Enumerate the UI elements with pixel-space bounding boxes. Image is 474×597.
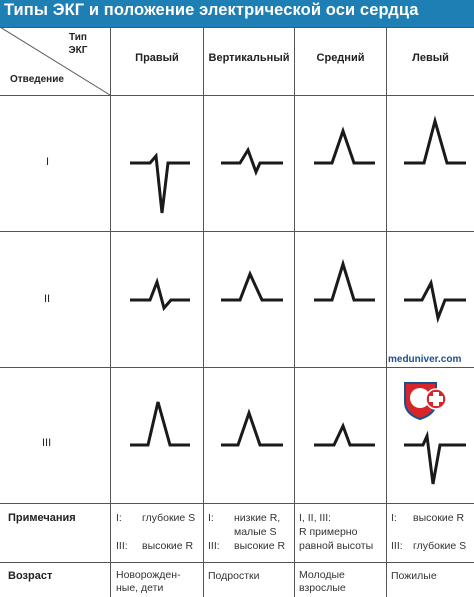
watermark-text: meduniver.com <box>388 354 462 365</box>
note-key: III: <box>116 540 128 552</box>
column-header-right: Правый <box>135 52 179 64</box>
lead-label-III: III <box>42 437 52 449</box>
lead-label-II: II <box>44 293 51 305</box>
note-key: I: <box>116 512 122 524</box>
page-title: Типы ЭКГ и положение электрической оси с… <box>4 1 419 19</box>
ecg-trace <box>404 278 466 324</box>
ecg-trace <box>130 152 190 214</box>
note-value: высокие R <box>142 540 194 552</box>
ecg-trace <box>404 115 466 165</box>
title-bar: Типы ЭКГ и положение электрической оси с… <box>0 0 474 27</box>
ecg-trace <box>221 146 283 177</box>
ecg-trace <box>221 408 283 447</box>
corner-type-line2: ЭКГ <box>68 45 88 56</box>
note-key: III: <box>208 540 220 552</box>
note-left: I: высокие R III: глубокие S <box>391 511 466 553</box>
lead-label-I: I <box>46 156 50 168</box>
corner-type-label: Тип ЭКГ <box>60 31 96 57</box>
ecg-trace <box>221 270 283 302</box>
age-row-label: Возраст <box>8 570 53 582</box>
age-right: Новорожден- ные, дети <box>116 569 181 594</box>
note-right: I: глубокие S III: высокие R <box>116 511 195 553</box>
note-middle: I, II, III: R примерно равной высоты <box>299 511 373 553</box>
corner-lead-label: Отведение <box>10 74 64 85</box>
note-value: высокие R <box>413 512 465 524</box>
ecg-trace <box>130 277 190 312</box>
ecg-trace <box>314 422 375 447</box>
age-left: Пожилые <box>391 570 437 582</box>
column-header-left: Левый <box>412 52 449 64</box>
note-value: глубокие S <box>142 512 196 524</box>
column-header-vertical: Вертикальный <box>208 52 290 64</box>
note-key: I: <box>208 512 214 524</box>
note-value: низкие R, <box>234 512 281 524</box>
ecg-trace <box>314 126 375 165</box>
ecg-trace <box>404 430 466 485</box>
meduniver-logo-icon <box>404 382 447 421</box>
ecg-trace <box>130 401 190 447</box>
note-value: глубокие S <box>413 540 467 552</box>
note-value: равной высоты <box>299 540 374 552</box>
notes-row-label: Примечания <box>8 512 76 524</box>
note-key: III: <box>391 540 403 552</box>
age-vertical: Подростки <box>208 570 260 582</box>
note-value: малые S <box>234 526 277 538</box>
column-header-middle: Средний <box>316 52 365 64</box>
note-value: высокие R <box>234 540 286 552</box>
note-key: I: <box>391 512 397 524</box>
ecg-trace <box>314 258 375 302</box>
age-middle: Молодые взрослые <box>299 569 346 594</box>
note-vertical: I: низкие R, малые S III: высокие R <box>208 511 285 553</box>
note-value: I, II, III: <box>299 512 332 524</box>
note-value: R примерно <box>299 526 358 538</box>
corner-type-line1: Тип <box>69 32 87 43</box>
